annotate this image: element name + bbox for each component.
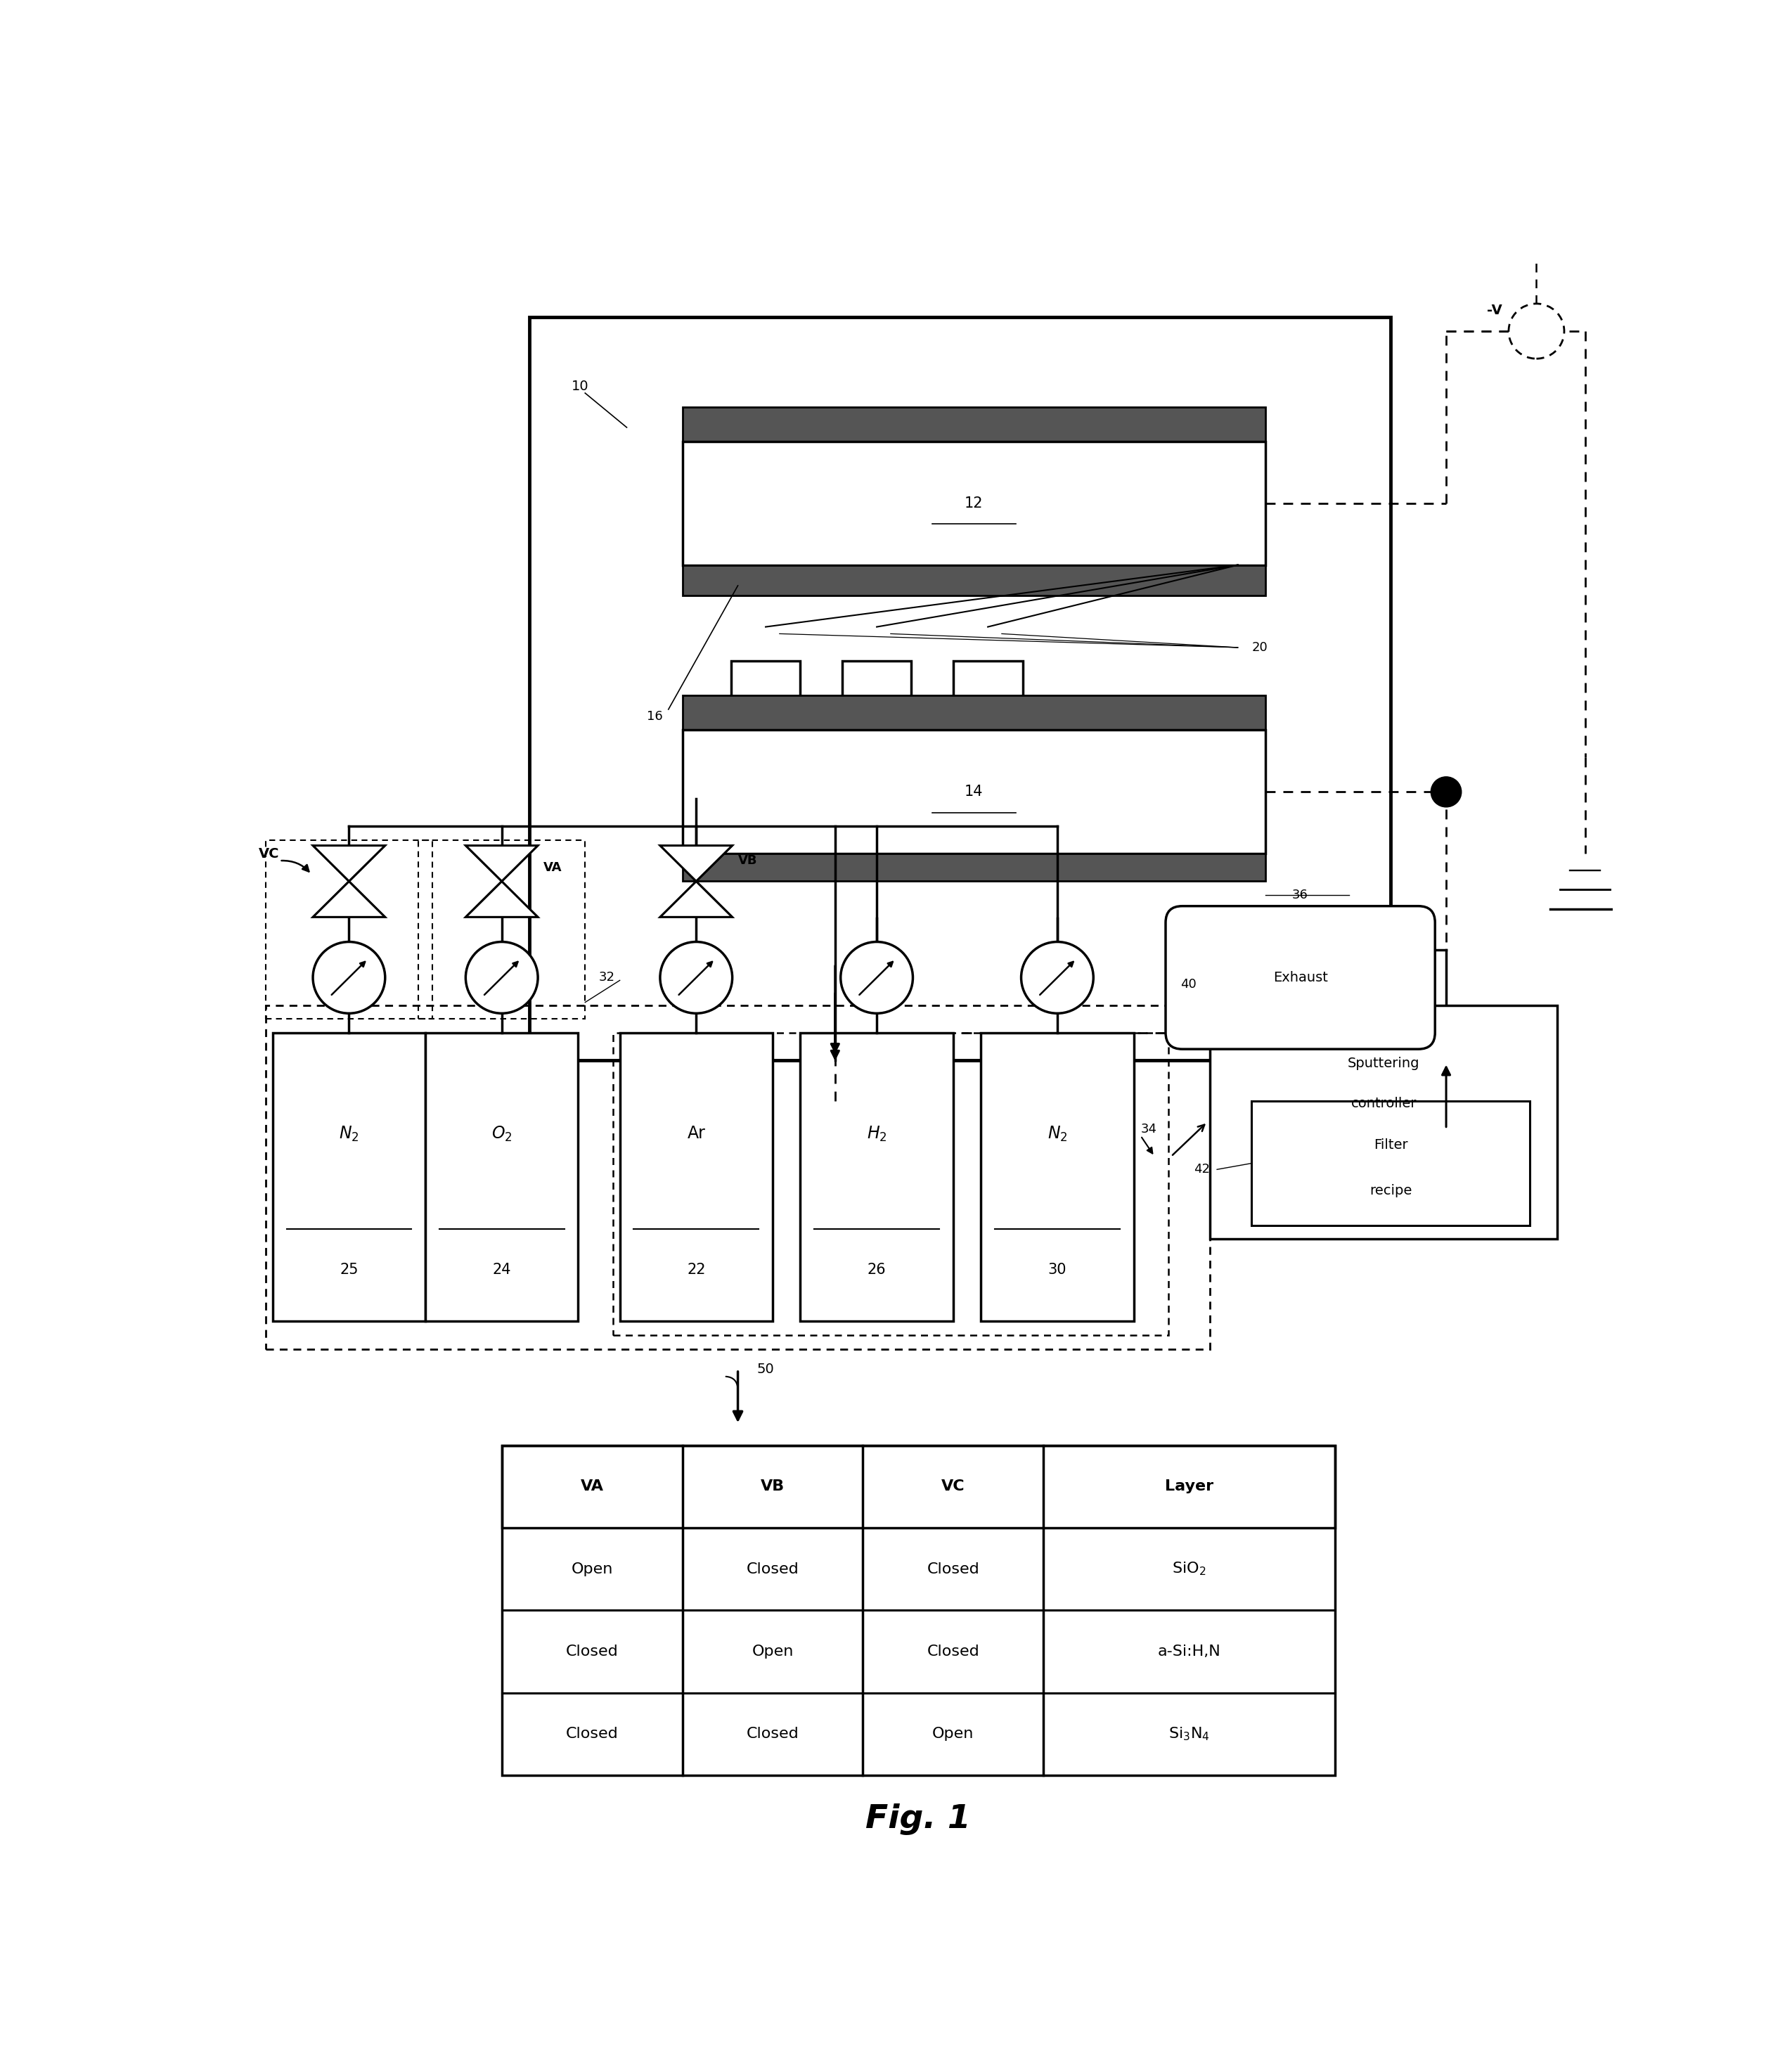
Text: Closed: Closed (926, 1645, 980, 1658)
Text: 10: 10 (572, 379, 588, 394)
Bar (265, 839, 432, 1019)
FancyBboxPatch shape (1165, 905, 1435, 1048)
Text: controller: controller (1351, 1096, 1416, 1111)
Text: VC: VC (941, 1479, 964, 1494)
Bar (683, 729, 1265, 854)
Text: 50: 50 (756, 1363, 774, 1376)
Text: Si$_3$N$_4$: Si$_3$N$_4$ (1168, 1726, 1210, 1743)
Text: 12: 12 (964, 495, 984, 510)
Polygon shape (659, 845, 733, 881)
Text: 22: 22 (686, 1262, 706, 1276)
Circle shape (1509, 305, 1564, 358)
Text: VB: VB (760, 1479, 785, 1494)
Text: Filter: Filter (1373, 1138, 1409, 1152)
Bar (683, 406, 1265, 441)
Text: VC: VC (258, 847, 280, 860)
Text: recipe: recipe (1369, 1183, 1412, 1198)
Bar (418, 839, 584, 1019)
Text: $N_2$: $N_2$ (339, 1125, 358, 1144)
Text: VB: VB (738, 854, 758, 866)
Circle shape (314, 943, 385, 1013)
Text: 25: 25 (340, 1262, 358, 1276)
Text: $N_2$: $N_2$ (1047, 1125, 1068, 1144)
Text: Layer: Layer (1165, 1479, 1213, 1494)
Text: VA: VA (543, 862, 563, 874)
Bar (731, 661, 801, 729)
Text: Sputtering: Sputtering (1348, 1057, 1419, 1071)
Circle shape (1021, 943, 1093, 1013)
Text: 20: 20 (1251, 640, 1267, 655)
Text: 14: 14 (964, 785, 984, 800)
Text: 32: 32 (599, 972, 615, 984)
Circle shape (659, 943, 733, 1013)
Text: Closed: Closed (566, 1728, 618, 1740)
Bar (980, 1032, 1134, 1322)
Text: Open: Open (572, 1562, 613, 1577)
Bar (265, 1005, 1210, 1349)
Text: Open: Open (751, 1645, 794, 1658)
Text: 26: 26 (867, 1262, 885, 1276)
Bar (683, 696, 1265, 729)
Circle shape (1430, 777, 1462, 806)
Polygon shape (466, 881, 538, 918)
Bar (683, 441, 1265, 566)
Bar (801, 1032, 953, 1322)
Text: SiO$_2$: SiO$_2$ (1172, 1560, 1206, 1577)
Text: $O_2$: $O_2$ (491, 1125, 513, 1144)
Text: 42: 42 (1193, 1162, 1210, 1175)
Text: Closed: Closed (745, 1562, 799, 1577)
Text: Closed: Closed (566, 1645, 618, 1658)
Text: 30: 30 (1048, 1262, 1066, 1276)
Text: 36: 36 (1292, 889, 1308, 901)
Bar (613, 1032, 1168, 1334)
Text: 24: 24 (493, 1262, 511, 1276)
Text: 40: 40 (1181, 978, 1195, 990)
Text: Fig. 1: Fig. 1 (866, 1803, 971, 1836)
Bar (620, 1032, 772, 1322)
Bar (683, 854, 1265, 881)
Bar (953, 661, 1023, 729)
Bar (502, 1446, 1335, 1527)
Bar (683, 566, 1265, 595)
Bar (1251, 1102, 1529, 1225)
Circle shape (466, 943, 538, 1013)
Text: 34: 34 (1140, 1123, 1158, 1135)
Polygon shape (314, 845, 385, 881)
Text: 16: 16 (647, 711, 663, 723)
Text: Ar: Ar (686, 1125, 706, 1142)
Bar (272, 1032, 425, 1322)
Text: Open: Open (932, 1728, 975, 1740)
Polygon shape (314, 881, 385, 918)
Bar (502, 1446, 1335, 1776)
Bar (425, 1032, 579, 1322)
Text: $H_2$: $H_2$ (867, 1125, 887, 1144)
Polygon shape (466, 845, 538, 881)
Circle shape (840, 943, 912, 1013)
Bar (842, 661, 912, 729)
Text: VA: VA (581, 1479, 604, 1494)
Text: a-Si:H,N: a-Si:H,N (1158, 1645, 1220, 1658)
Text: Closed: Closed (926, 1562, 980, 1577)
Bar (530, 317, 1391, 1061)
Text: Closed: Closed (745, 1728, 799, 1740)
Text: -V: -V (1487, 305, 1502, 317)
Polygon shape (659, 881, 733, 918)
Text: Exhaust: Exhaust (1272, 972, 1328, 984)
Bar (1210, 1005, 1557, 1239)
